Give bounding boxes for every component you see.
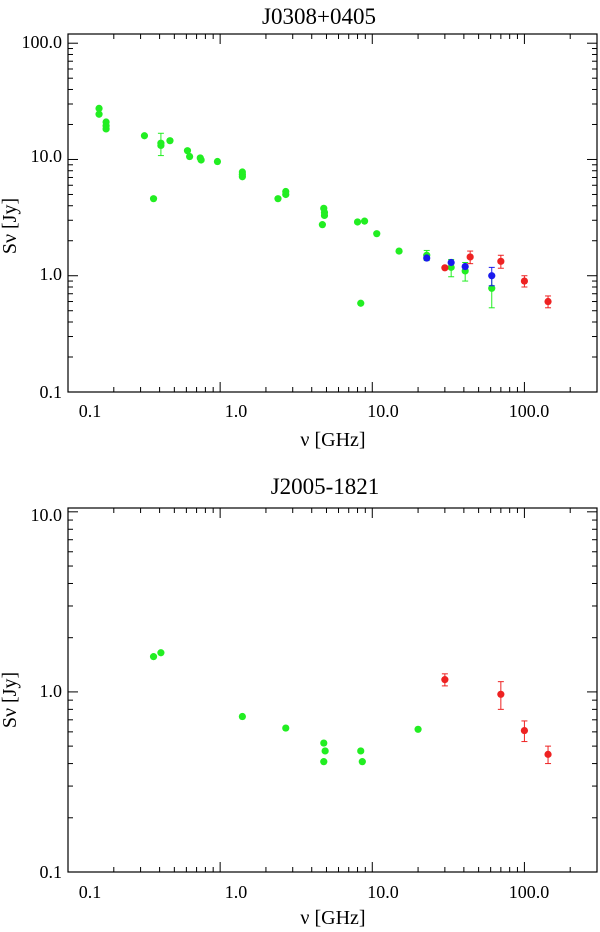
x-axis: 0.1 1.0 10.0 100.0 [79,882,550,902]
data-point-green [373,230,381,238]
data-point-green [238,712,246,721]
data-point-green [149,653,158,661]
data-point-blue [461,262,469,271]
x-tick-label: 0.1 [79,401,102,421]
y-tick-label: 0.1 [40,382,63,402]
data-point-green [166,137,174,145]
x-tick-label: 0.1 [79,882,102,902]
data-point-green [357,299,365,307]
data-point-green [282,724,290,732]
data-points [149,649,552,766]
chart-title: J0308+0405 [262,4,376,29]
data-point-green [197,156,205,164]
data-point-green [320,211,329,220]
data-point-green [157,649,165,657]
data-point-blue [447,258,455,267]
data-point-green [318,221,326,229]
axis-ticks [67,508,598,873]
y-tick-label: 100.0 [22,32,63,52]
data-point-blue [488,272,496,280]
x-axis: 0.1 1.0 10.0 100.0 [79,401,550,421]
data-point-green [320,758,328,766]
y-tick-label: 1.0 [40,264,63,284]
data-point-green [213,157,222,166]
data-point-green [238,173,246,181]
y-tick-label: 1.0 [40,681,63,701]
data-point-green [488,284,496,292]
chart-panel-j2005: J2005-1821 0.1 1.0 10.0 100.0 0.1 1.0 10… [0,474,598,929]
data-point-green [353,218,362,226]
y-tick-label: 10.0 [31,146,63,166]
chart-panel-j0308: J0308+0405 0.1 1.0 10.0 100.0 0.1 1.0 10… [0,4,598,451]
data-point-red [520,277,529,285]
plot-frame [67,507,598,873]
y-axis-label: Sν [Jy] [0,672,21,728]
data-point-red [441,264,449,272]
data-point-green [358,758,366,766]
y-tick-label: 0.1 [40,862,63,882]
y-axis: 0.1 1.0 10.0 100.0 [22,32,63,402]
data-point-red [544,750,552,758]
chart-title: J2005-1821 [271,474,380,499]
x-tick-label: 100.0 [509,401,550,421]
data-point-green [395,247,403,255]
data-point-green [102,125,110,133]
data-point-red [466,253,474,261]
y-tick-label: 10.0 [31,505,63,525]
data-point-green [186,152,194,161]
data-point-red [497,690,505,698]
data-point-green [320,739,328,747]
x-tick-label: 10.0 [367,401,399,421]
data-point-green [274,195,282,203]
data-point-green [95,104,103,112]
data-point-green [282,190,290,199]
data-point-red [520,726,529,735]
x-tick-label: 1.0 [225,882,248,902]
data-points [95,104,552,309]
x-axis-label: ν [GHz] [300,429,365,451]
plot-frame [67,33,598,393]
data-point-blue [423,254,431,262]
data-point-green [360,217,369,225]
data-point-green [149,195,158,203]
data-point-green [140,132,149,140]
data-point-green [183,147,192,155]
axis-ticks [67,34,598,393]
data-point-green [95,110,103,118]
data-point-green [357,747,365,755]
y-axis-label: Sν [Jy] [0,198,21,254]
x-axis-label: ν [GHz] [300,907,365,929]
data-point-red [544,297,552,306]
y-axis: 0.1 1.0 10.0 [31,505,63,882]
data-point-green [321,747,329,755]
x-tick-label: 10.0 [367,882,399,902]
x-tick-label: 100.0 [509,882,550,902]
x-tick-label: 1.0 [225,401,248,421]
data-point-red [441,676,449,684]
data-point-red [497,257,505,265]
data-point-green [157,141,165,150]
data-point-green [414,725,422,733]
